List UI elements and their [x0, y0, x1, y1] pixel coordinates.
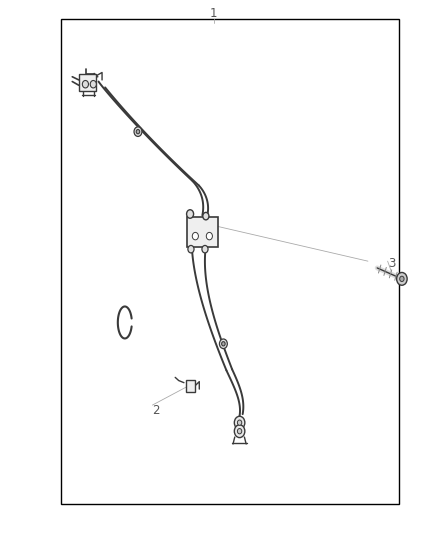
Circle shape	[234, 416, 245, 429]
Circle shape	[187, 210, 194, 219]
Text: 1: 1	[210, 7, 218, 20]
Circle shape	[234, 425, 245, 438]
Bar	[79, 74, 96, 91]
Text: 2: 2	[152, 404, 159, 417]
Circle shape	[203, 213, 209, 220]
Circle shape	[206, 232, 212, 240]
Bar	[187, 217, 218, 246]
Circle shape	[192, 232, 198, 240]
Circle shape	[82, 80, 88, 88]
Circle shape	[202, 245, 208, 253]
Bar	[61, 19, 399, 504]
Circle shape	[397, 272, 407, 285]
Circle shape	[222, 342, 225, 346]
Bar	[186, 380, 195, 392]
Circle shape	[237, 429, 242, 434]
Circle shape	[136, 130, 140, 134]
Circle shape	[134, 127, 142, 136]
Circle shape	[237, 420, 242, 425]
Text: 3: 3	[389, 257, 396, 270]
Circle shape	[188, 245, 194, 253]
Circle shape	[90, 80, 96, 88]
Circle shape	[219, 339, 227, 349]
Circle shape	[400, 276, 404, 281]
